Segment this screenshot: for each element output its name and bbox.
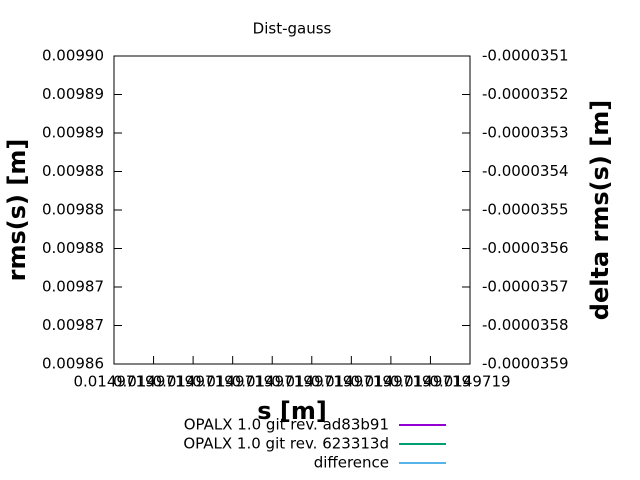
x-tick-label: 0.0149719 [73, 373, 154, 391]
legend-label: difference [314, 454, 389, 472]
legend-label: OPALX 1.0 git rev. 623313d [183, 435, 389, 453]
y-tick-label: 0.00988 [42, 162, 104, 180]
y-tick-label: 0.00988 [42, 239, 104, 257]
x-tick-label: 0.0149719 [192, 373, 273, 391]
y2-tick-label: -0.0000353 [482, 124, 569, 142]
y-tick-label: 0.00986 [42, 355, 104, 373]
x-tick-label: 0.0149719 [271, 373, 352, 391]
chart-title: Dist-gauss [253, 20, 332, 38]
x-tick-label: 0.0149719 [429, 373, 510, 391]
y2-tick-label: -0.0000359 [482, 355, 569, 373]
x-tick-label: 0.0149719 [350, 373, 431, 391]
y2-tick-label: -0.0000357 [482, 278, 569, 296]
y-tick-label: 0.00987 [42, 278, 104, 296]
y-tick-label: 0.00989 [42, 124, 104, 142]
legend-label: OPALX 1.0 git rev. ad83b91 [184, 416, 389, 434]
y2-tick-label: -0.0000352 [482, 85, 569, 103]
y2-tick-label: -0.0000356 [482, 239, 569, 257]
y2-tick-label: -0.0000354 [482, 162, 569, 180]
x-tick-label: 0.0149719 [153, 373, 234, 391]
y2-tick-label: -0.0000358 [482, 316, 569, 334]
y-axis-label: rms(s) [m] [3, 139, 31, 282]
x-tick-label: 0.0149719 [390, 373, 471, 391]
y-tick-label: 0.00988 [42, 201, 104, 219]
y-tick-label: 0.00990 [42, 47, 104, 65]
x-tick-label: 0.0149719 [113, 373, 194, 391]
y2-axis-label: delta rms(s) [m] [586, 100, 614, 320]
x-tick-label: 0.0149719 [311, 373, 392, 391]
y2-tick-label: -0.0000355 [482, 201, 569, 219]
y2-tick-label: -0.0000351 [482, 47, 569, 65]
x-tick-label: 0.0149719 [232, 373, 313, 391]
x-axis-label: s [m] [257, 397, 327, 425]
y-tick-label: 0.00989 [42, 85, 104, 103]
y-tick-label: 0.00987 [42, 316, 104, 334]
